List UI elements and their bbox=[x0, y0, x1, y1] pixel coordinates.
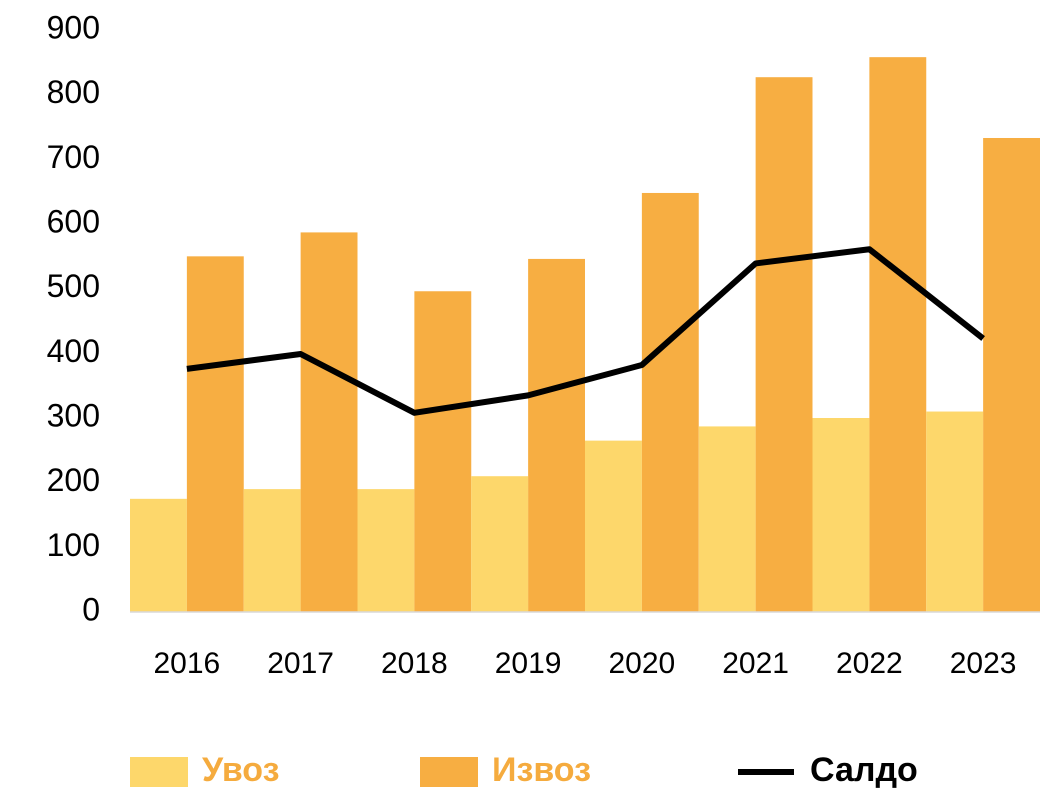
x-tick-label: 2019 bbox=[495, 647, 562, 680]
y-tick-label: 200 bbox=[47, 462, 100, 498]
x-tick-label: 2022 bbox=[836, 647, 903, 680]
bar bbox=[300, 232, 358, 612]
y-tick-label: 700 bbox=[47, 139, 100, 175]
y-tick-label: 100 bbox=[47, 527, 100, 563]
y-tick-label: 900 bbox=[47, 9, 100, 45]
line bbox=[186, 246, 985, 416]
y-tick-label: 600 bbox=[47, 203, 100, 239]
bar bbox=[186, 256, 244, 612]
bar bbox=[698, 426, 756, 612]
x-tick-label: 2021 bbox=[722, 647, 789, 680]
bar bbox=[243, 489, 301, 612]
bar bbox=[869, 57, 927, 613]
x-tick-label: 2020 bbox=[609, 647, 676, 680]
bar bbox=[471, 476, 529, 612]
bar bbox=[130, 498, 187, 612]
y-tick-label: 400 bbox=[47, 333, 100, 369]
x-tick-label: 2016 bbox=[154, 647, 221, 680]
legend-swatch bbox=[420, 757, 478, 787]
y-tick-label: 800 bbox=[47, 74, 100, 110]
bar bbox=[357, 489, 415, 612]
legend-label: Увоз bbox=[202, 751, 280, 789]
bar bbox=[641, 192, 699, 612]
bar bbox=[983, 137, 1040, 612]
legend-label: Салдо bbox=[810, 751, 918, 789]
y-tick-label: 500 bbox=[47, 268, 100, 304]
bar bbox=[812, 418, 870, 612]
legend-label: Извоз bbox=[492, 751, 591, 789]
x-tick-label: 2018 bbox=[381, 647, 448, 680]
bar bbox=[414, 291, 472, 612]
x-tick-label: 2023 bbox=[950, 647, 1017, 680]
y-tick-label: 300 bbox=[47, 397, 100, 433]
legend-swatch bbox=[130, 757, 188, 787]
bar bbox=[755, 77, 813, 612]
y-tick-label: 0 bbox=[82, 591, 100, 627]
x-tick-label: 2017 bbox=[267, 647, 334, 680]
bar bbox=[528, 258, 585, 612]
bar bbox=[926, 411, 984, 612]
bar bbox=[585, 440, 642, 612]
